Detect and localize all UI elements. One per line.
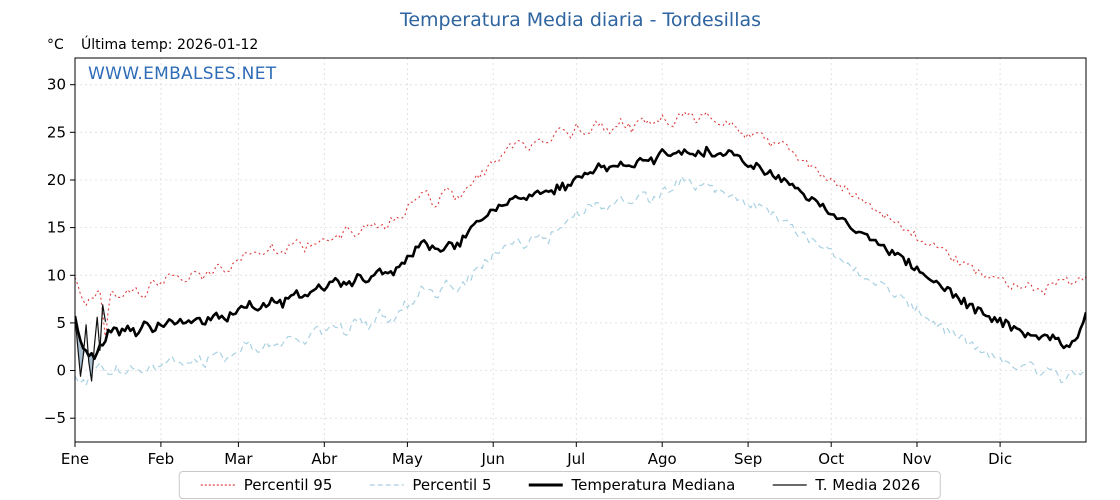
x-tick-label-nov: Nov — [902, 450, 931, 468]
y-tick-label: 0 — [56, 362, 66, 380]
legend-label-percentil-5: Percentil 5 — [412, 476, 492, 494]
y-unit-label: °C — [47, 37, 64, 53]
legend-line-sample-percentil-5 — [369, 484, 404, 486]
y-tick-label: 20 — [47, 171, 66, 189]
series-t-media-2026 — [75, 304, 107, 382]
x-tick-label-sep: Sep — [734, 450, 762, 468]
x-tick-label-abr: Abr — [311, 450, 338, 468]
x-tick-label-jun: Jun — [480, 450, 504, 468]
y-tick-label: 15 — [47, 219, 66, 237]
legend-line-sample-t-media-2026 — [772, 484, 807, 486]
y-tick-label: 5 — [56, 314, 66, 332]
x-tick-label-ago: Ago — [648, 450, 677, 468]
x-tick-label-feb: Feb — [148, 450, 175, 468]
x-tick-label-ene: Ene — [61, 450, 89, 468]
legend-line-sample-temperatura-mediana — [528, 483, 563, 487]
watermark-text: WWW.EMBALSES.NET — [88, 64, 277, 84]
x-tick-label-oct: Oct — [818, 450, 844, 468]
legend-item-temperatura-mediana: Temperatura Mediana — [527, 476, 735, 494]
x-tick-label-may: May — [392, 450, 423, 468]
x-tick-label-jul: Jul — [566, 450, 585, 468]
y-tick-label: 25 — [47, 123, 66, 141]
series-percentil-95 — [75, 111, 1086, 340]
y-tick-label: 30 — [47, 76, 66, 94]
chart-title: Temperatura Media diaria - Tordesillas — [399, 9, 762, 31]
legend-label-t-media-2026: T. Media 2026 — [815, 476, 921, 494]
legend-line-sample-percentil-95 — [200, 484, 235, 486]
x-tick-label-mar: Mar — [224, 450, 253, 468]
y-tick-label: −5 — [44, 409, 66, 427]
y-tick-label: 10 — [47, 266, 66, 284]
legend-label-percentil-95: Percentil 95 — [243, 476, 333, 494]
series-temperatura-mediana — [75, 145, 1086, 361]
plot-border — [74, 57, 1087, 443]
legend-item-percentil-95: Percentil 95 — [200, 476, 333, 494]
last-temp-label: Última temp: 2026-01-12 — [81, 37, 259, 53]
chart-legend: Percentil 95 Percentil 5 Temperatura Media… — [178, 471, 942, 499]
legend-item-percentil-5: Percentil 5 — [368, 476, 491, 494]
legend-label-temperatura-mediana: Temperatura Mediana — [571, 476, 736, 494]
legend-item-t-media-2026: T. Media 2026 — [771, 476, 920, 494]
x-tick-label-dic: Dic — [988, 450, 1012, 468]
